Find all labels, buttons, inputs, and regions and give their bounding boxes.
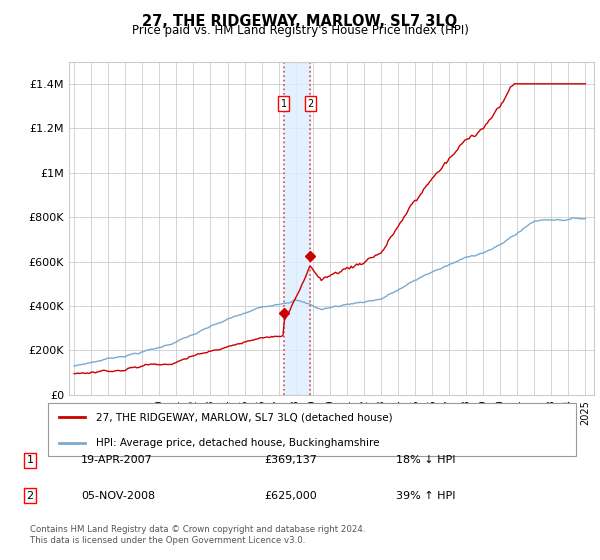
Text: 27, THE RIDGEWAY, MARLOW, SL7 3LQ (detached house): 27, THE RIDGEWAY, MARLOW, SL7 3LQ (detac… — [95, 412, 392, 422]
Text: 19-APR-2007: 19-APR-2007 — [81, 455, 153, 465]
Text: £369,137: £369,137 — [264, 455, 317, 465]
Text: HPI: Average price, detached house, Buckinghamshire: HPI: Average price, detached house, Buck… — [95, 437, 379, 447]
Text: 39% ↑ HPI: 39% ↑ HPI — [396, 491, 455, 501]
Text: 2: 2 — [26, 491, 34, 501]
Text: 05-NOV-2008: 05-NOV-2008 — [81, 491, 155, 501]
Text: 1: 1 — [26, 455, 34, 465]
Bar — [284, 62, 310, 395]
Text: 1: 1 — [281, 99, 287, 109]
Text: 2: 2 — [307, 99, 313, 109]
Text: 18% ↓ HPI: 18% ↓ HPI — [396, 455, 455, 465]
Text: Contains HM Land Registry data © Crown copyright and database right 2024.
This d: Contains HM Land Registry data © Crown c… — [30, 525, 365, 545]
Text: 27, THE RIDGEWAY, MARLOW, SL7 3LQ: 27, THE RIDGEWAY, MARLOW, SL7 3LQ — [142, 14, 458, 29]
Text: £625,000: £625,000 — [264, 491, 317, 501]
Text: Price paid vs. HM Land Registry's House Price Index (HPI): Price paid vs. HM Land Registry's House … — [131, 24, 469, 37]
